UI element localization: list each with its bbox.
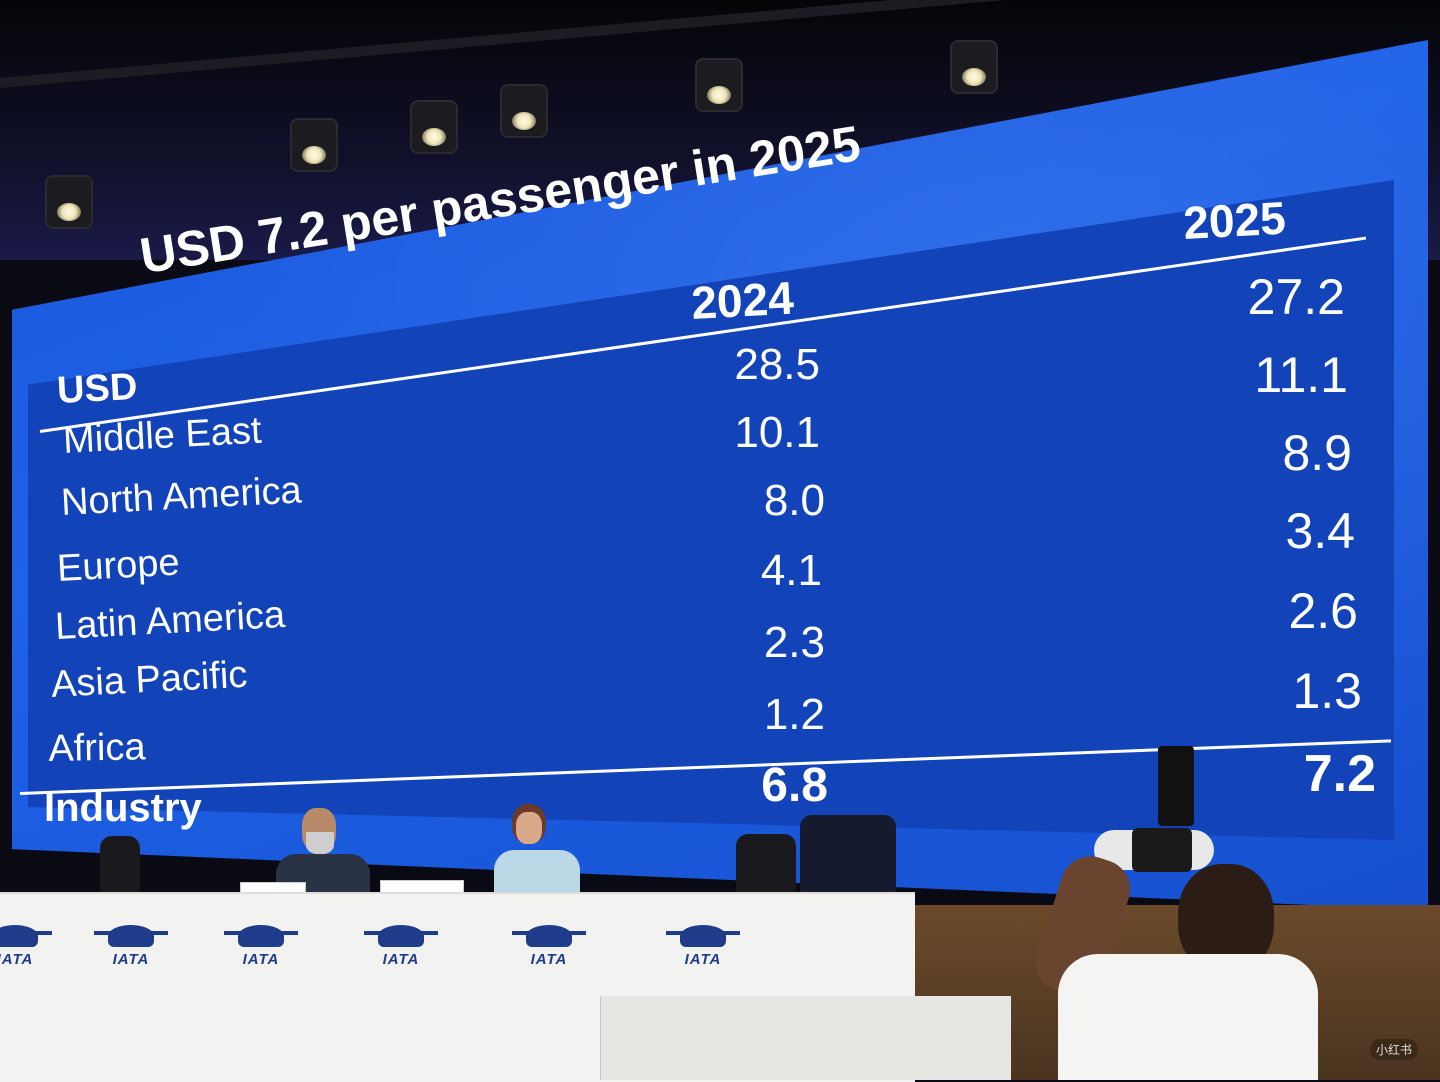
stage-light-icon <box>45 175 93 229</box>
iata-logo: IATA <box>666 925 740 968</box>
value-2024-asia-pacific: 2.3 <box>763 618 825 667</box>
value-2024-europe: 8.0 <box>763 476 825 525</box>
chair <box>736 834 796 894</box>
row-label-industry: Industry <box>44 786 202 830</box>
row-label-usd: USD <box>56 365 139 412</box>
camera-icon <box>1158 746 1194 826</box>
photographer <box>1028 746 1328 1080</box>
row-label-africa: Africa <box>48 726 146 770</box>
stage-light-icon <box>500 84 548 138</box>
chair <box>100 836 140 896</box>
value-2025-middle-east: 27.2 <box>1247 269 1345 325</box>
value-2025-latin-america: 3.4 <box>1285 503 1355 559</box>
value-2025-north-america: 11.1 <box>1254 347 1348 403</box>
value-2025-europe: 8.9 <box>1282 425 1352 481</box>
column-header-2025: 2025 <box>1182 191 1287 249</box>
panelist-woman <box>492 804 582 896</box>
value-2024-industry: 6.8 <box>761 759 828 812</box>
stage-light-icon <box>410 100 458 154</box>
panelist-man <box>272 808 372 896</box>
row-label-europe: Europe <box>56 541 181 590</box>
iata-logo: IATA <box>364 925 438 968</box>
value-2025-asia-pacific: 2.6 <box>1288 583 1358 639</box>
desk-front-panel <box>600 996 1011 1080</box>
value-2025-africa: 1.3 <box>1292 663 1362 719</box>
stage-light-icon <box>950 40 998 94</box>
value-2024-africa: 1.2 <box>763 690 825 739</box>
value-2024-middle-east: 28.5 <box>734 340 820 389</box>
iata-logo: IATA <box>224 925 298 968</box>
stage-light-icon <box>290 118 338 172</box>
value-2025-industry: 7.2 <box>1303 745 1376 803</box>
iata-logo: IATA <box>94 925 168 968</box>
value-2024-north-america: 10.1 <box>734 408 820 457</box>
chair <box>800 815 896 895</box>
value-2024-latin-america: 4.1 <box>760 546 822 595</box>
iata-logo: IATA <box>512 925 586 968</box>
stage-light-icon <box>695 58 743 112</box>
watermark: 小红书 <box>1369 1039 1418 1060</box>
iata-logo: IATA <box>0 925 52 968</box>
